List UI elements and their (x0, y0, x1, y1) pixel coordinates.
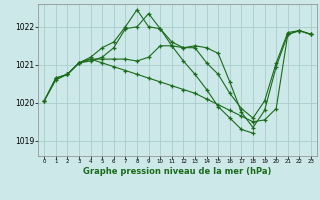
X-axis label: Graphe pression niveau de la mer (hPa): Graphe pression niveau de la mer (hPa) (84, 167, 272, 176)
